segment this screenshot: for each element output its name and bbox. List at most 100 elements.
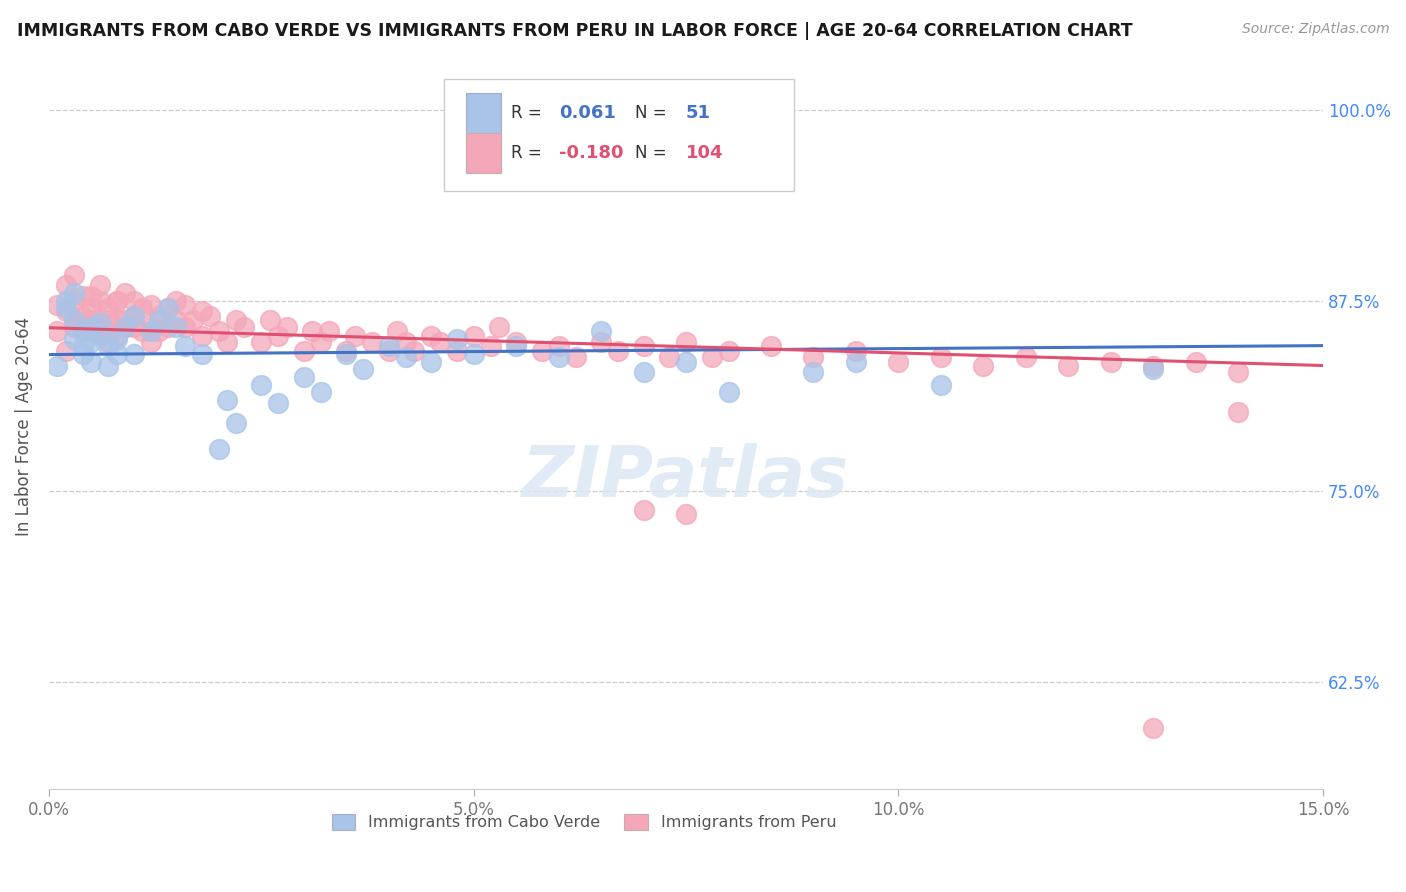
Point [139,298,162,312]
Point [929,350,952,364]
Point [55,293,77,308]
Point [80,289,103,303]
Point [63,293,86,308]
Point [156,301,179,316]
Point [318,324,340,338]
Bar [465,133,502,173]
Point [105,293,128,308]
Point [139,319,162,334]
Point [225,416,247,430]
Point [404,343,426,358]
Point [309,334,332,349]
Point [97,339,120,353]
Point [446,332,468,346]
Text: ZIPatlas: ZIPatlas [523,442,849,512]
Point [114,285,136,300]
Point [97,324,120,338]
Point [1227,405,1250,419]
Point [387,324,409,338]
Point [208,324,231,338]
Point [173,339,195,353]
Point [845,343,868,358]
Point [420,354,443,368]
Text: R =: R = [512,103,543,121]
Point [131,301,153,316]
Text: N =: N = [636,145,666,162]
Point [395,350,418,364]
Point [1184,354,1206,368]
Point [276,319,298,334]
Point [335,343,357,358]
Point [1227,365,1250,379]
FancyBboxPatch shape [444,78,794,191]
Text: Source: ZipAtlas.com: Source: ZipAtlas.com [1241,22,1389,37]
Text: IMMIGRANTS FROM CABO VERDE VS IMMIGRANTS FROM PERU IN LABOR FORCE | AGE 20-64 CO: IMMIGRANTS FROM CABO VERDE VS IMMIGRANTS… [17,22,1132,40]
Point [89,328,111,343]
Point [165,293,187,308]
Point [675,334,697,349]
Point [122,319,145,334]
Point [139,324,162,338]
Point [63,313,86,327]
Point [607,343,630,358]
Text: N =: N = [636,103,666,121]
Point [717,343,740,358]
Point [233,319,256,334]
Point [488,319,510,334]
Point [156,319,179,334]
Text: R =: R = [512,145,543,162]
Text: -0.180: -0.180 [558,145,623,162]
Point [1142,721,1164,735]
Point [420,328,443,343]
Point [105,313,128,327]
Point [267,328,290,343]
Point [547,339,569,353]
Point [335,347,357,361]
Point [80,354,103,368]
Point [148,309,170,323]
Point [633,365,655,379]
Point [352,362,374,376]
Point [63,313,86,327]
Point [89,317,111,331]
Point [72,339,94,353]
Point [377,343,399,358]
Point [46,298,69,312]
Point [301,324,323,338]
Point [183,313,205,327]
Point [675,354,697,368]
Point [377,339,399,353]
Point [89,278,111,293]
Point [395,334,418,349]
Point [591,334,613,349]
Point [173,298,195,312]
Point [114,313,136,327]
Point [675,507,697,521]
Point [803,365,825,379]
Point [46,359,69,374]
Point [105,332,128,346]
Point [55,304,77,318]
Point [505,339,527,353]
Point [114,319,136,334]
Point [80,319,103,334]
Text: 51: 51 [686,103,711,121]
Point [633,502,655,516]
Point [1099,354,1122,368]
Point [72,347,94,361]
Point [80,301,103,316]
Point [658,350,681,364]
Point [463,347,485,361]
Text: 0.061: 0.061 [558,103,616,121]
Point [72,324,94,338]
Point [80,324,103,338]
Point [105,347,128,361]
Point [463,164,485,178]
Point [72,289,94,303]
Point [97,301,120,316]
Point [173,319,195,334]
Point [63,319,86,334]
Point [292,343,315,358]
Point [72,309,94,323]
Point [309,385,332,400]
